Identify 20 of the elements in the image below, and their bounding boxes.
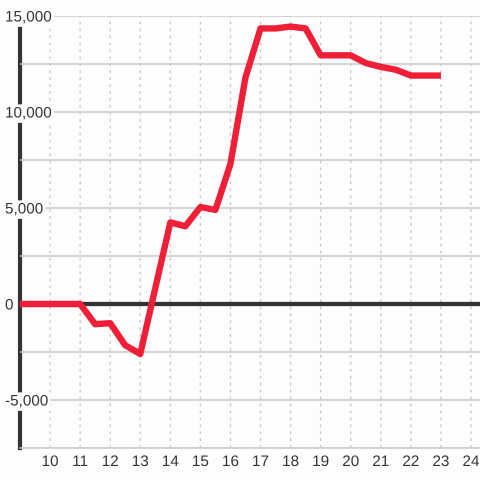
x-tick-label: 19 bbox=[313, 455, 328, 466]
x-tick-label: 13 bbox=[132, 455, 148, 466]
x-tick-label: 16 bbox=[223, 455, 238, 466]
y-tick-label: 5,000 bbox=[6, 202, 43, 216]
y-tick-label: 10,000 bbox=[6, 106, 52, 120]
x-tick-label: 12 bbox=[102, 455, 118, 466]
x-tick-label: 14 bbox=[162, 456, 178, 466]
x-tick-label: 17 bbox=[253, 456, 268, 466]
x-tick-label: 10 bbox=[42, 455, 58, 466]
y-tick-label: 15,000 bbox=[6, 10, 52, 24]
y-tick-label: 0 bbox=[6, 298, 13, 310]
x-tick-label: 20 bbox=[342, 455, 359, 466]
x-tick-label: 15 bbox=[193, 456, 208, 466]
y-tick-label: -5,000 bbox=[6, 394, 48, 408]
x-tick-label: 23 bbox=[433, 455, 449, 466]
x-tick-label: 24 bbox=[463, 455, 480, 466]
x-tick-label: 21 bbox=[373, 455, 389, 466]
x-tick-label: 11 bbox=[73, 456, 88, 466]
x-tick-label: 22 bbox=[403, 455, 419, 466]
x-tick-label: 18 bbox=[283, 455, 298, 466]
